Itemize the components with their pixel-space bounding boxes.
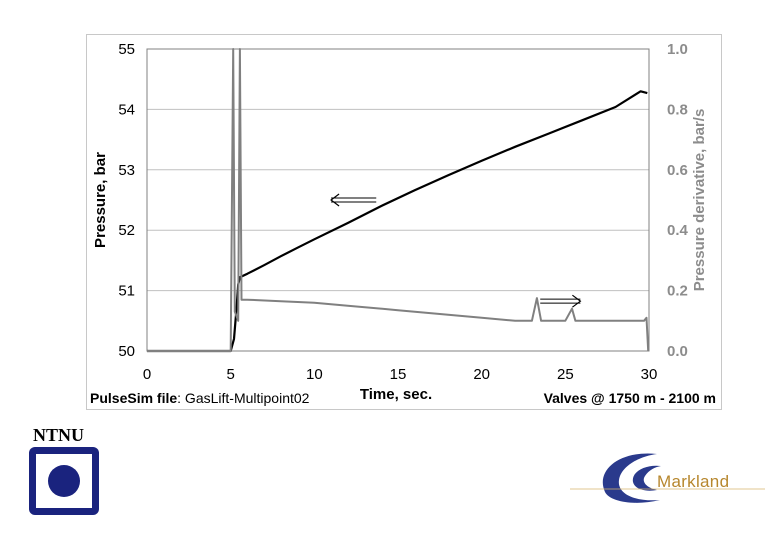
arrow-left-icon bbox=[330, 193, 340, 207]
annotation-arrows bbox=[330, 193, 582, 308]
x-tick-label: 0 bbox=[143, 366, 151, 383]
y2-tick-label: 0.0 bbox=[667, 343, 688, 360]
x-tick-label: 10 bbox=[306, 366, 323, 383]
markland-swoosh-icon bbox=[602, 453, 660, 503]
ntnu-logo-circle bbox=[48, 465, 80, 497]
markland-logo bbox=[570, 453, 765, 503]
ntnu-logo bbox=[29, 447, 99, 515]
x-tick-label: 30 bbox=[641, 366, 658, 383]
y2-tick-label: 0.6 bbox=[667, 162, 688, 179]
x-tick-label: 15 bbox=[390, 366, 407, 383]
x-tick-label: 20 bbox=[473, 366, 490, 383]
markland-swoosh-inner-icon bbox=[632, 465, 661, 491]
ntnu-label: NTNU bbox=[33, 425, 85, 445]
y-tick-label: 53 bbox=[118, 162, 135, 179]
y-tick-label: 52 bbox=[118, 222, 135, 239]
y2-tick-label: 0.4 bbox=[667, 222, 689, 239]
pressure-series-line bbox=[147, 90, 648, 353]
y-tick-label: 55 bbox=[118, 41, 135, 58]
y-ticks: 50 51 52 53 54 55 bbox=[118, 41, 135, 360]
markland-wordmark: Markland bbox=[657, 472, 730, 491]
y2-ticks: 0.0 0.2 0.4 0.6 0.8 1.0 bbox=[667, 41, 689, 360]
y2-tick-label: 1.0 bbox=[667, 41, 688, 58]
series-group bbox=[147, 48, 650, 353]
x-tick-label: 25 bbox=[557, 366, 574, 383]
x-axis-title: Time, sec. bbox=[360, 386, 432, 403]
y2-tick-label: 0.8 bbox=[667, 101, 688, 118]
footer-file-name: : GasLift-Multipoint02 bbox=[177, 390, 309, 406]
y-tick-label: 54 bbox=[118, 101, 135, 118]
arrow-right-icon bbox=[572, 294, 582, 308]
y-tick-label: 50 bbox=[118, 343, 135, 360]
y2-axis-title: Pressure derivative, bar/s bbox=[691, 109, 708, 292]
y-axis-title: Pressure, bar bbox=[92, 152, 109, 248]
derivative-series-line bbox=[147, 48, 650, 352]
plot-area bbox=[146, 48, 650, 352]
y-tick-label: 51 bbox=[118, 283, 135, 300]
x-tick-label: 5 bbox=[226, 366, 234, 383]
footer-valves: Valves @ 1750 m - 2100 m bbox=[544, 390, 716, 406]
footer-file-label: PulseSim file bbox=[90, 390, 177, 406]
x-ticks: 0 5 10 15 20 25 30 bbox=[143, 366, 658, 383]
footer-file-info: PulseSim file: GasLift-Multipoint02 bbox=[90, 390, 310, 406]
chart-frame: 0 5 10 15 20 25 30 50 51 52 53 54 55 0.0 0.2 0.4 0.6 0.… bbox=[86, 34, 722, 410]
y2-tick-label: 0.2 bbox=[667, 283, 688, 300]
